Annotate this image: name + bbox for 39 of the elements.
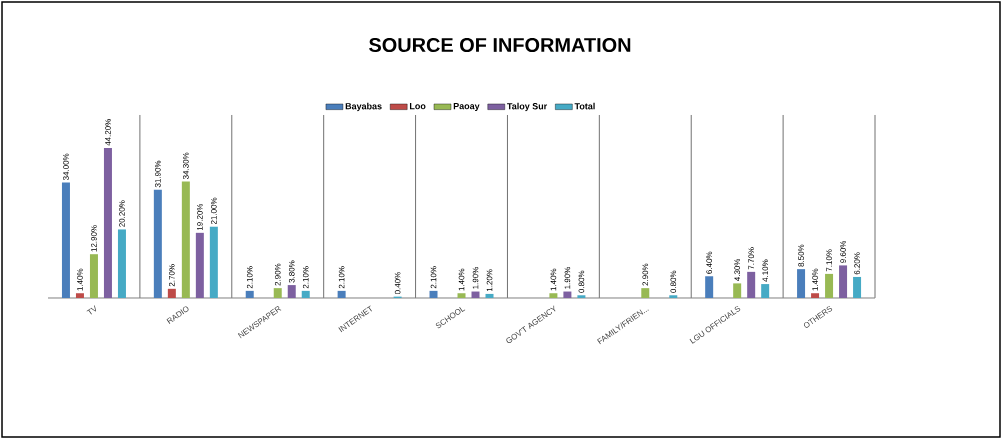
bar <box>471 291 480 298</box>
bar <box>563 291 572 298</box>
legend-label: Paoay <box>453 102 480 111</box>
bar <box>733 283 742 298</box>
legend-label: Taloy Sur <box>507 102 548 112</box>
chart-title: SOURCE OF INFORMATION <box>369 37 631 53</box>
bar <box>167 288 176 298</box>
bar <box>287 285 296 298</box>
bar <box>245 290 254 298</box>
legend-label: Total <box>574 102 595 110</box>
bar <box>797 269 806 298</box>
bar <box>485 293 494 298</box>
bar <box>75 293 84 298</box>
bar <box>273 288 282 298</box>
bar <box>641 288 650 298</box>
bar <box>61 182 70 298</box>
bar <box>301 290 310 298</box>
bar <box>153 189 162 298</box>
legend-label: Loo <box>409 102 426 110</box>
bar <box>195 232 204 298</box>
bar <box>209 226 218 298</box>
bar <box>457 293 466 298</box>
bar <box>89 254 98 298</box>
bar <box>117 229 126 298</box>
bar <box>825 273 834 298</box>
bar <box>549 293 558 298</box>
bar <box>811 293 820 298</box>
bar <box>337 290 346 298</box>
legend-label: Bayabas <box>345 102 382 112</box>
bar <box>747 271 756 298</box>
bar <box>429 290 438 298</box>
bar <box>181 181 190 298</box>
bar <box>761 284 770 298</box>
bar <box>577 295 586 298</box>
bar <box>853 276 862 298</box>
bar <box>705 276 714 298</box>
bar <box>669 295 678 298</box>
bar <box>103 147 112 298</box>
bar <box>839 265 848 298</box>
